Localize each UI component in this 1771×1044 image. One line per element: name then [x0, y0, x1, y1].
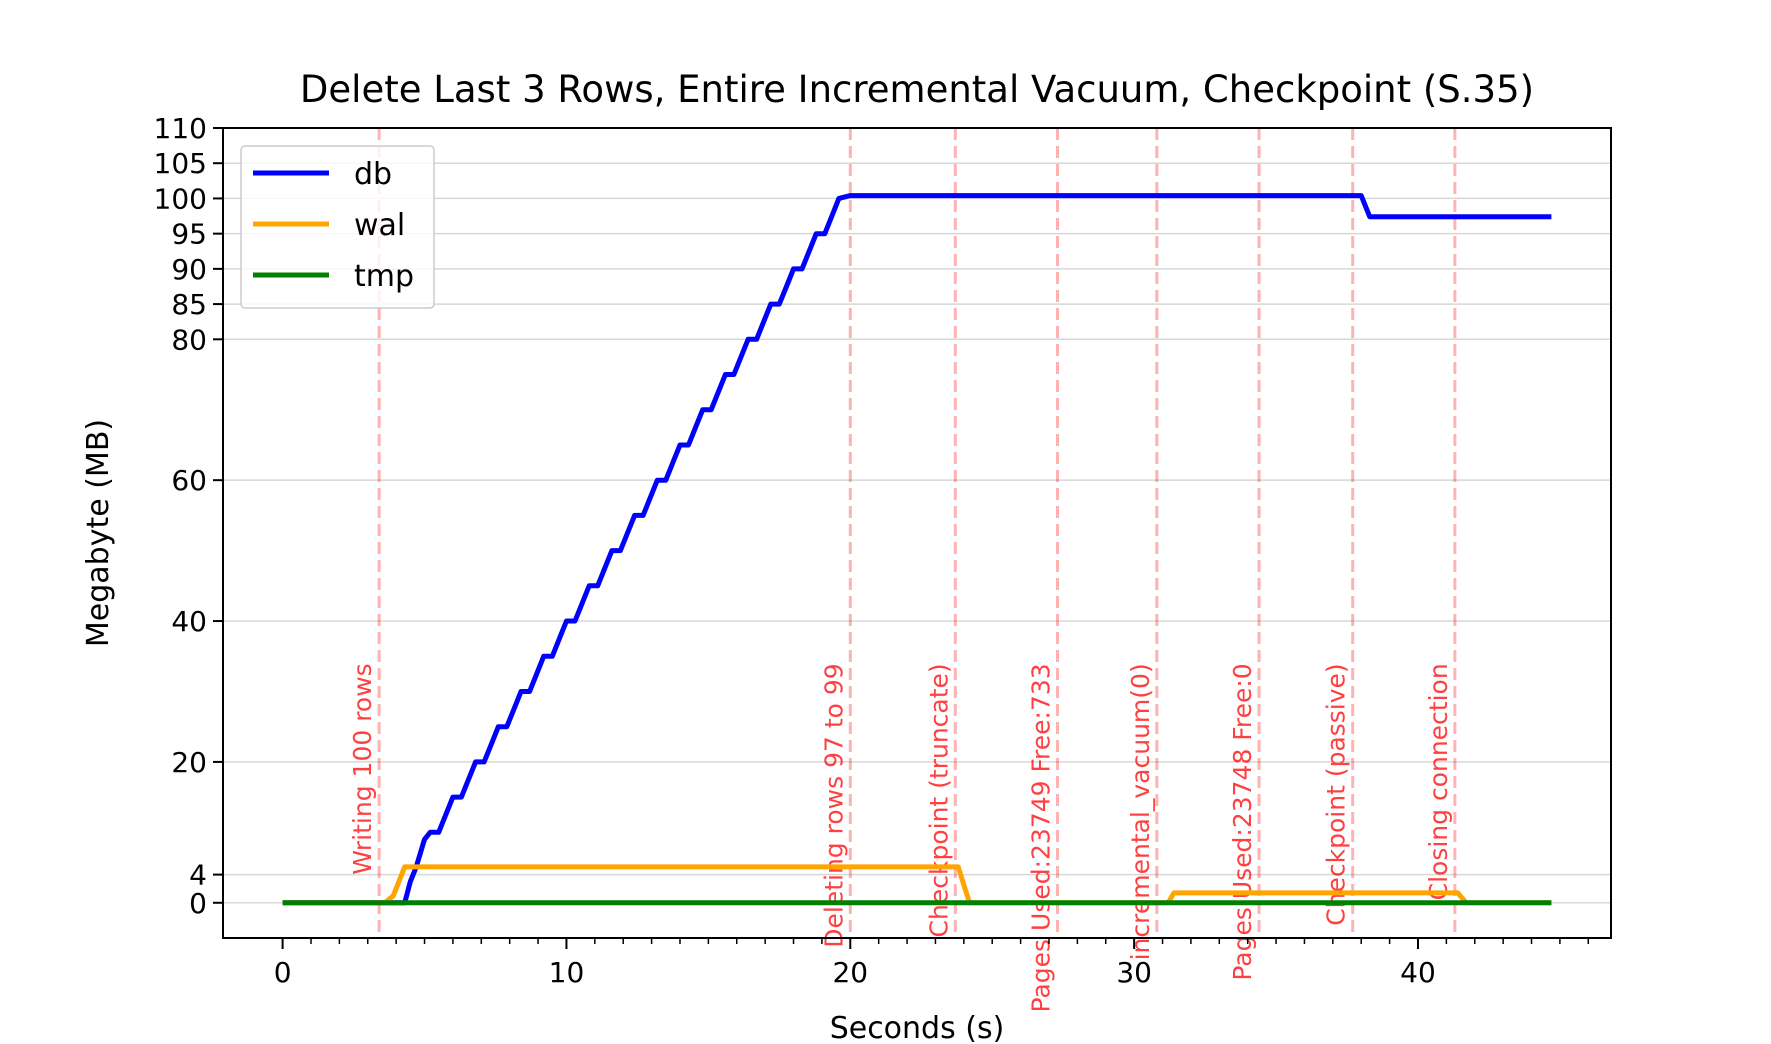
- x-tick-label: 20: [832, 956, 868, 989]
- event-marker-label: incremental_vacuum(0): [1126, 663, 1155, 960]
- y-tick-label: 90: [171, 253, 207, 286]
- y-tick-label: 4: [189, 859, 207, 892]
- series-line-wal: [282, 864, 1552, 906]
- legend-label-tmp: tmp: [354, 259, 414, 294]
- legend: db wal tmp: [240, 145, 435, 309]
- y-tick-label: 105: [154, 147, 207, 180]
- x-axis: 0 10 20 30 40: [274, 938, 1590, 989]
- y-tick-label: 60: [171, 464, 207, 497]
- event-marker-label: Checkpoint (passive): [1322, 663, 1351, 925]
- x-tick-label: 40: [1400, 956, 1436, 989]
- event-markers: Writing 100 rows Deleting rows 97 to 99 Ch…: [348, 128, 1457, 1012]
- y-tick-label: 95: [171, 218, 207, 251]
- x-tick-label: 30: [1116, 956, 1152, 989]
- y-tick-label: 85: [171, 288, 207, 321]
- y-tick-label: 20: [171, 746, 207, 779]
- event-marker-label: Pages Used:23748 Free:0: [1228, 663, 1257, 980]
- chart-title: Delete Last 3 Rows, Entire Incremental V…: [300, 68, 1534, 111]
- y-tick-label: 0: [189, 887, 207, 920]
- event-marker-label: Pages Used:23749 Free:733: [1027, 663, 1056, 1012]
- plot-frame: [222, 127, 1612, 939]
- x-tick-label: 0: [274, 956, 292, 989]
- x-tick-label: 10: [549, 956, 585, 989]
- event-marker-label: Checkpoint (truncate): [924, 663, 953, 937]
- x-axis-label: Seconds (s): [830, 1011, 1005, 1044]
- event-marker-label: Closing connection: [1424, 663, 1453, 900]
- legend-box: [240, 145, 435, 309]
- series-lines: [282, 193, 1552, 906]
- series-line-db: [282, 193, 1552, 906]
- y-tick-label: 100: [154, 182, 207, 215]
- legend-label-wal: wal: [354, 208, 405, 243]
- y-tick-label: 80: [171, 323, 207, 356]
- y-tick-label: 40: [171, 605, 207, 638]
- y-tick-label: 110: [154, 112, 207, 145]
- event-marker-label: Writing 100 rows: [348, 663, 377, 874]
- legend-label-db: db: [354, 157, 392, 192]
- y-axis-label: Megabyte (MB): [81, 419, 116, 647]
